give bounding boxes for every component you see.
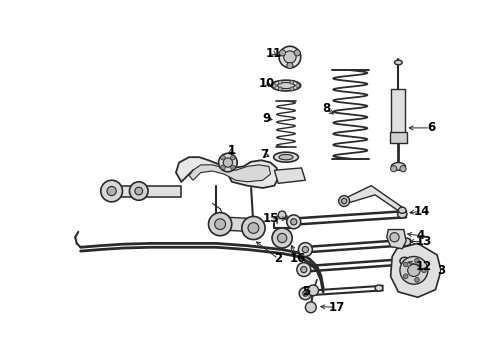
Circle shape	[303, 291, 308, 296]
Text: 17: 17	[328, 301, 344, 314]
Polygon shape	[189, 165, 270, 182]
Circle shape	[294, 50, 300, 56]
Circle shape	[278, 211, 286, 219]
Circle shape	[302, 247, 309, 253]
Circle shape	[242, 216, 265, 239]
Text: 3: 3	[437, 264, 445, 277]
Circle shape	[339, 195, 349, 206]
Circle shape	[403, 262, 408, 267]
Polygon shape	[390, 132, 407, 143]
Ellipse shape	[398, 207, 406, 213]
Circle shape	[248, 222, 259, 233]
Ellipse shape	[273, 152, 298, 162]
Circle shape	[408, 264, 420, 276]
Circle shape	[107, 186, 116, 195]
Circle shape	[220, 165, 225, 170]
Circle shape	[279, 46, 301, 68]
Text: 8: 8	[322, 102, 330, 115]
Circle shape	[101, 180, 122, 202]
Text: 11: 11	[266, 47, 282, 60]
Polygon shape	[274, 168, 305, 183]
Circle shape	[400, 166, 406, 172]
Text: 13: 13	[416, 235, 432, 248]
Circle shape	[287, 215, 301, 229]
Circle shape	[391, 166, 397, 172]
Circle shape	[272, 228, 292, 248]
Ellipse shape	[277, 82, 294, 89]
Text: 1: 1	[228, 144, 236, 157]
Ellipse shape	[394, 60, 402, 65]
Circle shape	[295, 84, 299, 87]
Text: 10: 10	[259, 77, 275, 90]
Circle shape	[219, 153, 237, 172]
Ellipse shape	[271, 80, 301, 91]
Circle shape	[220, 155, 225, 160]
Circle shape	[400, 256, 428, 284]
Circle shape	[287, 62, 293, 69]
Text: 15: 15	[262, 212, 279, 225]
Text: 6: 6	[427, 121, 435, 134]
Circle shape	[279, 50, 286, 56]
Text: 16: 16	[290, 252, 306, 265]
Circle shape	[290, 87, 294, 91]
Circle shape	[135, 187, 143, 195]
Circle shape	[415, 258, 419, 263]
Circle shape	[415, 278, 419, 282]
Ellipse shape	[397, 210, 407, 218]
Circle shape	[209, 213, 232, 236]
Circle shape	[278, 80, 282, 84]
Text: 7: 7	[260, 148, 269, 161]
Circle shape	[223, 158, 233, 167]
Text: 12: 12	[416, 260, 432, 273]
Circle shape	[342, 198, 347, 204]
Circle shape	[230, 155, 235, 160]
Circle shape	[284, 51, 296, 63]
Polygon shape	[387, 230, 406, 249]
Polygon shape	[108, 186, 181, 197]
Ellipse shape	[401, 238, 411, 246]
Polygon shape	[212, 216, 257, 232]
Circle shape	[390, 233, 399, 242]
Circle shape	[421, 268, 426, 273]
Circle shape	[308, 285, 319, 296]
Ellipse shape	[375, 285, 383, 291]
Text: 9: 9	[263, 112, 271, 125]
Circle shape	[278, 87, 282, 91]
Text: 4: 4	[416, 229, 424, 242]
Circle shape	[272, 84, 276, 87]
Circle shape	[291, 219, 297, 225]
Text: 5: 5	[302, 285, 310, 298]
Ellipse shape	[392, 163, 405, 170]
Circle shape	[298, 243, 312, 256]
Ellipse shape	[279, 154, 293, 160]
Circle shape	[299, 287, 312, 300]
Circle shape	[215, 219, 225, 230]
Circle shape	[290, 80, 294, 84]
Circle shape	[230, 165, 235, 170]
Text: 14: 14	[414, 204, 430, 217]
Circle shape	[403, 274, 408, 279]
Polygon shape	[176, 157, 278, 188]
Circle shape	[129, 182, 148, 200]
Circle shape	[297, 263, 311, 276]
Text: 2: 2	[274, 252, 282, 265]
Circle shape	[301, 266, 307, 273]
Polygon shape	[392, 89, 405, 136]
Circle shape	[277, 233, 287, 243]
Polygon shape	[391, 243, 441, 297]
Polygon shape	[344, 186, 402, 213]
Ellipse shape	[400, 257, 409, 265]
Circle shape	[305, 302, 316, 313]
